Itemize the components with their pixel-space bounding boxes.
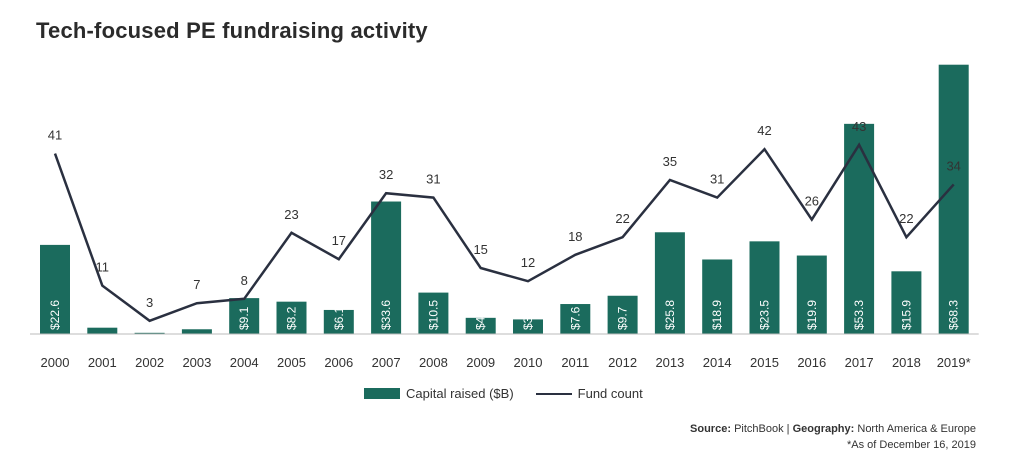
x-tick-labels: 2000 2001 2002 2003 2004 2005 2006 2007 2008 2009… bbox=[41, 355, 971, 370]
bar-2000 bbox=[40, 244, 70, 334]
x-tick-2010: 2010 bbox=[514, 355, 543, 370]
x-tick-2011: 2011 bbox=[561, 355, 589, 370]
legend-line-label: Fund count bbox=[577, 386, 643, 401]
x-tick-2004: 2004 bbox=[230, 355, 259, 370]
bar-2009 bbox=[465, 317, 496, 334]
as-of-note: *As of December 16, 2019 bbox=[846, 439, 976, 451]
fund-count-labels: 41 11 3 7 8 23 17 32 31 15 12 18 22 35 31 42 26 43 22 34 bbox=[48, 119, 961, 310]
fund-count-label-2016: 26 bbox=[805, 194, 819, 209]
source-key: Source: bbox=[690, 423, 731, 435]
source-separator: | bbox=[786, 423, 790, 435]
bar-2007 bbox=[371, 201, 402, 334]
bar-2012 bbox=[607, 295, 638, 334]
bar-2011 bbox=[560, 304, 591, 334]
bar-series bbox=[40, 64, 969, 335]
x-tick-2019: 2019* bbox=[937, 355, 971, 370]
x-tick-2012: 2012 bbox=[608, 355, 637, 370]
x-tick-2009: 2009 bbox=[466, 355, 495, 370]
fund-count-label-2014: 31 bbox=[710, 172, 724, 187]
bar-label-2018: $15.9 bbox=[899, 300, 913, 330]
x-tick-2014: 2014 bbox=[703, 355, 732, 370]
legend-line-swatch bbox=[535, 392, 572, 395]
bar-label-2007: $33.6 bbox=[379, 300, 393, 330]
bar-label-2008: $10.5 bbox=[426, 300, 440, 330]
bar-label-2016: $19.9 bbox=[805, 300, 819, 330]
bar-2008 bbox=[418, 292, 449, 334]
x-tick-2015: 2015 bbox=[750, 355, 779, 370]
legend-bar-label: Capital raised ($B) bbox=[406, 386, 514, 401]
x-tick-2016: 2016 bbox=[797, 355, 826, 370]
fund-count-label-2015: 42 bbox=[757, 123, 771, 138]
legend-bar-swatch bbox=[364, 388, 400, 399]
bar-label-2015: $23.5 bbox=[758, 300, 772, 330]
fund-count-label-2019: 34 bbox=[946, 158, 960, 173]
geography-value: North America & Europe bbox=[857, 423, 976, 435]
bar-label-2010: $3.7 bbox=[521, 306, 535, 330]
x-tick-2001: 2001 bbox=[88, 355, 117, 370]
fund-count-label-2012: 22 bbox=[615, 211, 629, 226]
x-tick-2008: 2008 bbox=[419, 355, 448, 370]
legend-item-fund-count: Fund count bbox=[535, 386, 643, 401]
source-line: Source: PitchBook | Geography: North Ame… bbox=[690, 421, 976, 437]
bar-label-2011: $7.6 bbox=[568, 306, 582, 330]
fund-count-label-2004: 8 bbox=[241, 273, 248, 288]
fund-count-label-2009: 15 bbox=[473, 242, 487, 257]
x-tick-2018: 2018 bbox=[892, 355, 921, 370]
fund-count-label-2003: 7 bbox=[193, 277, 200, 292]
bar-label-2000: $22.6 bbox=[48, 300, 62, 330]
x-tick-2013: 2013 bbox=[655, 355, 684, 370]
fund-count-label-2007: 32 bbox=[379, 167, 393, 182]
source-value: PitchBook bbox=[734, 423, 784, 435]
bar-2016 bbox=[796, 255, 827, 334]
bar-label-2006: $6.1 bbox=[332, 306, 346, 330]
fund-count-label-2002: 3 bbox=[146, 295, 153, 310]
x-tick-2007: 2007 bbox=[372, 355, 401, 370]
fund-count-label-2013: 35 bbox=[663, 154, 677, 169]
x-tick-2017: 2017 bbox=[845, 355, 874, 370]
bar-2006 bbox=[323, 309, 354, 334]
bar-2013 bbox=[654, 232, 685, 334]
x-tick-2002: 2002 bbox=[135, 355, 164, 370]
fund-count-label-2011: 18 bbox=[568, 229, 582, 244]
bar-2010 bbox=[513, 319, 543, 334]
bar-label-2017: $53.3 bbox=[852, 300, 866, 330]
bar-2019 bbox=[938, 64, 969, 335]
legend: Capital raised ($B) Fund count bbox=[364, 386, 665, 401]
x-tick-2000: 2000 bbox=[41, 355, 70, 370]
bar-2015 bbox=[749, 241, 780, 334]
bar-label-2013: $25.8 bbox=[663, 300, 677, 330]
fund-count-label-2000: 41 bbox=[48, 128, 62, 143]
fund-count-label-2001: 11 bbox=[96, 260, 110, 275]
fund-count-label-2018: 22 bbox=[899, 211, 913, 226]
x-tick-2006: 2006 bbox=[324, 355, 353, 370]
geography-key: Geography: bbox=[792, 423, 855, 435]
bar-2018 bbox=[891, 271, 922, 334]
bar-label-2005: $8.2 bbox=[285, 306, 299, 330]
fund-count-label-2006: 17 bbox=[332, 233, 346, 248]
bar-2003 bbox=[181, 329, 212, 334]
bar-label-2014: $18.9 bbox=[710, 300, 724, 330]
bar-2004 bbox=[229, 298, 260, 334]
legend-item-capital: Capital raised ($B) bbox=[364, 386, 514, 401]
bar-2002 bbox=[134, 332, 165, 334]
fund-count-label-2005: 23 bbox=[284, 207, 298, 222]
source-note: Source: PitchBook | Geography: North Ame… bbox=[690, 421, 976, 453]
fund-count-label-2010: 12 bbox=[521, 255, 535, 270]
chart-title: Tech-focused PE fundraising activity bbox=[36, 18, 428, 43]
bar-2005 bbox=[276, 301, 307, 334]
bar-label-2004: $9.1 bbox=[237, 306, 251, 330]
x-tick-2005: 2005 bbox=[277, 355, 306, 370]
fund-count-label-2008: 31 bbox=[426, 172, 440, 187]
bar-label-2009: $4.1 bbox=[474, 306, 488, 330]
bar-2001 bbox=[87, 327, 118, 334]
fund-count-line bbox=[53, 142, 955, 323]
bar-label-2019: $68.3 bbox=[947, 300, 961, 330]
x-tick-2003: 2003 bbox=[182, 355, 211, 370]
bar-label-2012: $9.7 bbox=[616, 306, 630, 330]
bar-2014 bbox=[702, 259, 733, 334]
bar-data-labels: $22.6 $9.1 $8.2 $6.1 $33.6 $10.5 $4.1 $3.7 $7.6 $… bbox=[48, 300, 961, 330]
fund-count-label-2017: 43 bbox=[852, 119, 866, 134]
